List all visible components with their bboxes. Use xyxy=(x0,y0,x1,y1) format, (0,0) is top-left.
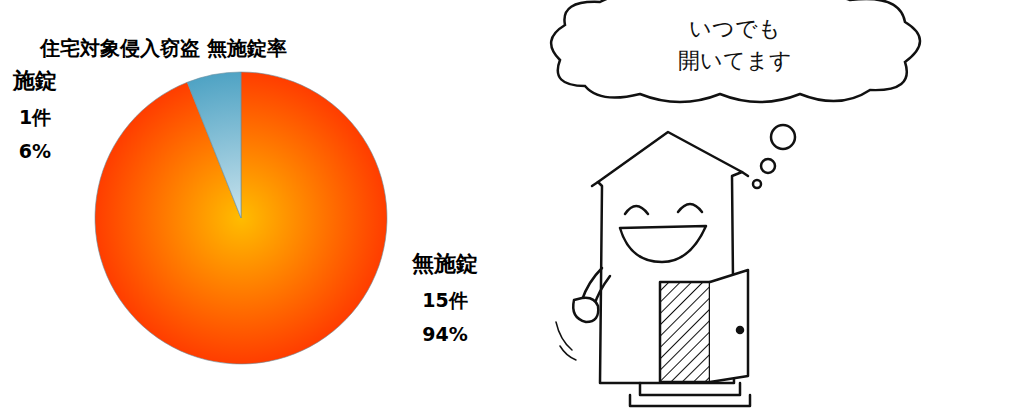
hand xyxy=(573,298,598,322)
house-cartoon xyxy=(556,132,750,406)
roof-eaves xyxy=(592,172,748,186)
door xyxy=(710,270,748,382)
pie-slice xyxy=(95,72,387,364)
category-label: 施錠 xyxy=(12,68,57,93)
pie-slice xyxy=(187,72,241,218)
motion-lines xyxy=(556,322,576,360)
category-label: 無施錠 xyxy=(411,251,478,276)
bubble-dot xyxy=(771,125,795,149)
value-label: 94% xyxy=(422,323,467,345)
bubble-dot xyxy=(753,180,761,188)
eye xyxy=(678,204,702,212)
chart: 住宅対象侵入窃盗 無施錠率施錠 1件 6% 無施錠 15件 94% いつでも開いてます xyxy=(0,0,1032,408)
steps xyxy=(630,383,750,406)
annotation: 開いてます xyxy=(678,48,792,73)
annotation: いつでも xyxy=(689,16,781,41)
count-label: 1件 xyxy=(19,106,51,128)
doorway xyxy=(660,282,710,382)
door-knob xyxy=(737,327,743,333)
mouth xyxy=(620,226,706,262)
eye xyxy=(625,206,648,214)
pie xyxy=(95,72,387,364)
value-label: 6% xyxy=(19,140,51,162)
count-label: 15件 xyxy=(422,289,467,311)
title: 住宅対象侵入窃盗 無施錠率 xyxy=(39,36,287,60)
bubble-dot xyxy=(761,159,775,173)
cloud xyxy=(551,0,920,102)
thought-bubble xyxy=(551,0,920,188)
